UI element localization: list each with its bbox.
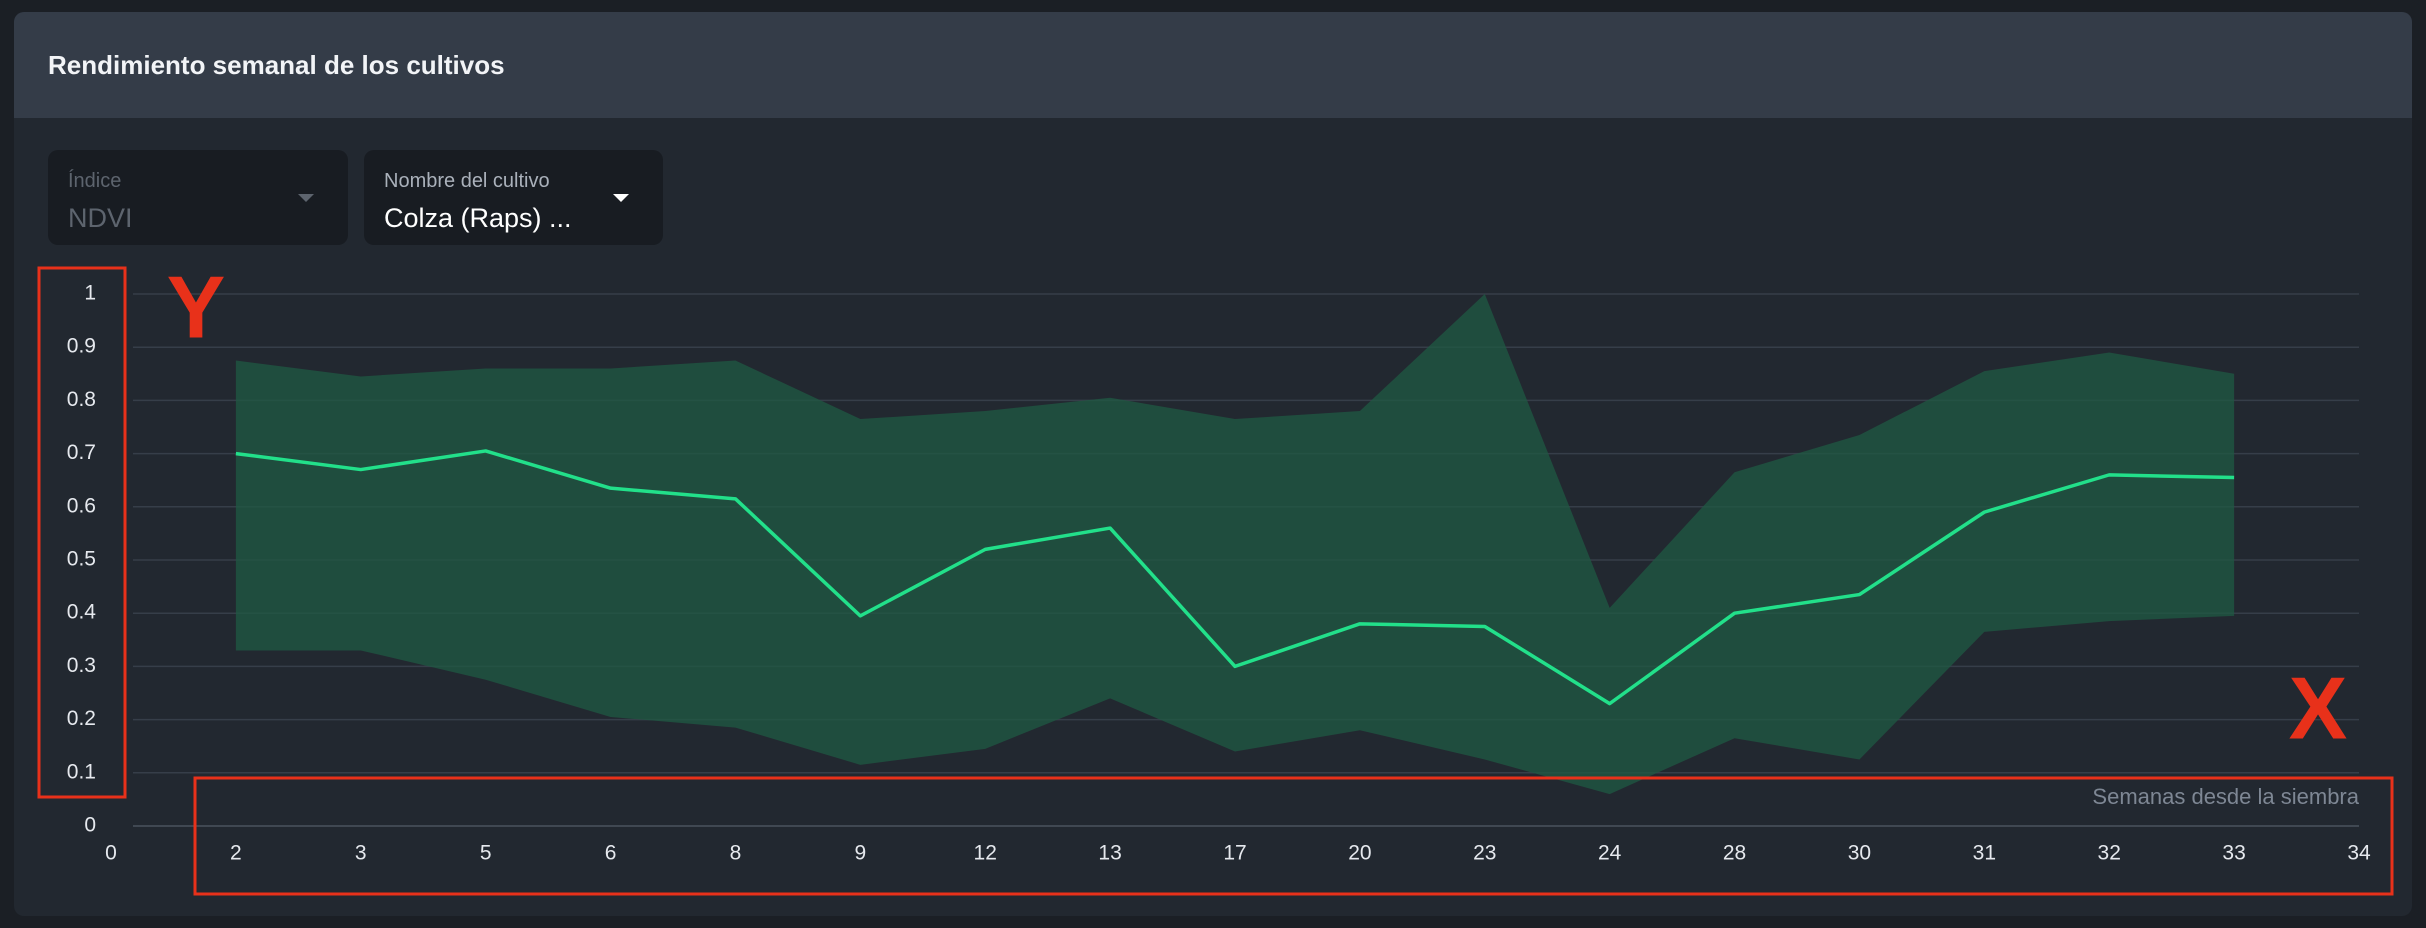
dropdown-label: Nombre del cultivo [384,170,550,192]
y-tick-label: 0.5 [67,548,96,571]
y-tick-label: 0.3 [67,654,96,677]
annotation-label: Y [167,257,226,356]
index-dropdown[interactable]: Índice NDVI [48,150,348,245]
x-tick-label: 5 [480,842,492,865]
dropdown-value: NDVI [68,203,133,233]
annotation-label: X [2289,658,2348,757]
dropdown-label: Índice [68,170,122,192]
y-tick-label: 0.6 [67,494,96,517]
x-tick-label: 3 [355,842,367,865]
y-tick-label: 0.2 [67,707,96,730]
x-tick-label: 0 [105,842,117,865]
card-title: Rendimiento semanal de los cultivos [48,49,505,80]
x-tick-label: 33 [2222,842,2245,865]
annotation-box [193,776,2394,896]
y-tick-label: 0.1 [67,760,96,783]
y-tick-label: 0.9 [67,335,96,358]
x-tick-label: 30 [1848,842,1871,865]
x-tick-label: 8 [730,842,742,865]
card-header: Rendimiento semanal de los cultivos [14,12,2412,118]
x-tick-label: 6 [605,842,617,865]
x-tick-label: 17 [1223,842,1246,865]
x-tick-label: 13 [1098,842,1121,865]
crop-dropdown[interactable]: Nombre del cultivo Colza (Raps) ... [364,150,663,245]
x-tick-label: 32 [2098,842,2121,865]
x-tick-label: 20 [1348,842,1371,865]
x-tick-label: 31 [1973,842,1996,865]
x-tick-label: 28 [1723,842,1746,865]
y-tick-label: 0.4 [67,601,97,624]
y-tick-label: 0.8 [67,388,96,411]
x-tick-label: 34 [2347,842,2371,865]
x-tick-label: 12 [974,842,997,865]
mean-line [235,449,2235,706]
y-tick-label: 0 [84,814,96,837]
x-tick-label: 23 [1473,842,1496,865]
dropdown-arrow [613,194,629,202]
x-tick-label: 2 [230,842,242,865]
range-band [235,294,2235,795]
x-tick-label: 9 [854,842,866,865]
y-tick-label: 0.7 [67,441,96,464]
annotation-box [37,266,127,799]
dropdown-arrow [298,194,314,202]
dropdown-value: Colza (Raps) ... [384,203,572,233]
x-tick-label: 24 [1598,842,1622,865]
x-axis-label: Semanas desde la siembra [2092,784,2359,809]
y-tick-label: 1 [84,282,96,305]
